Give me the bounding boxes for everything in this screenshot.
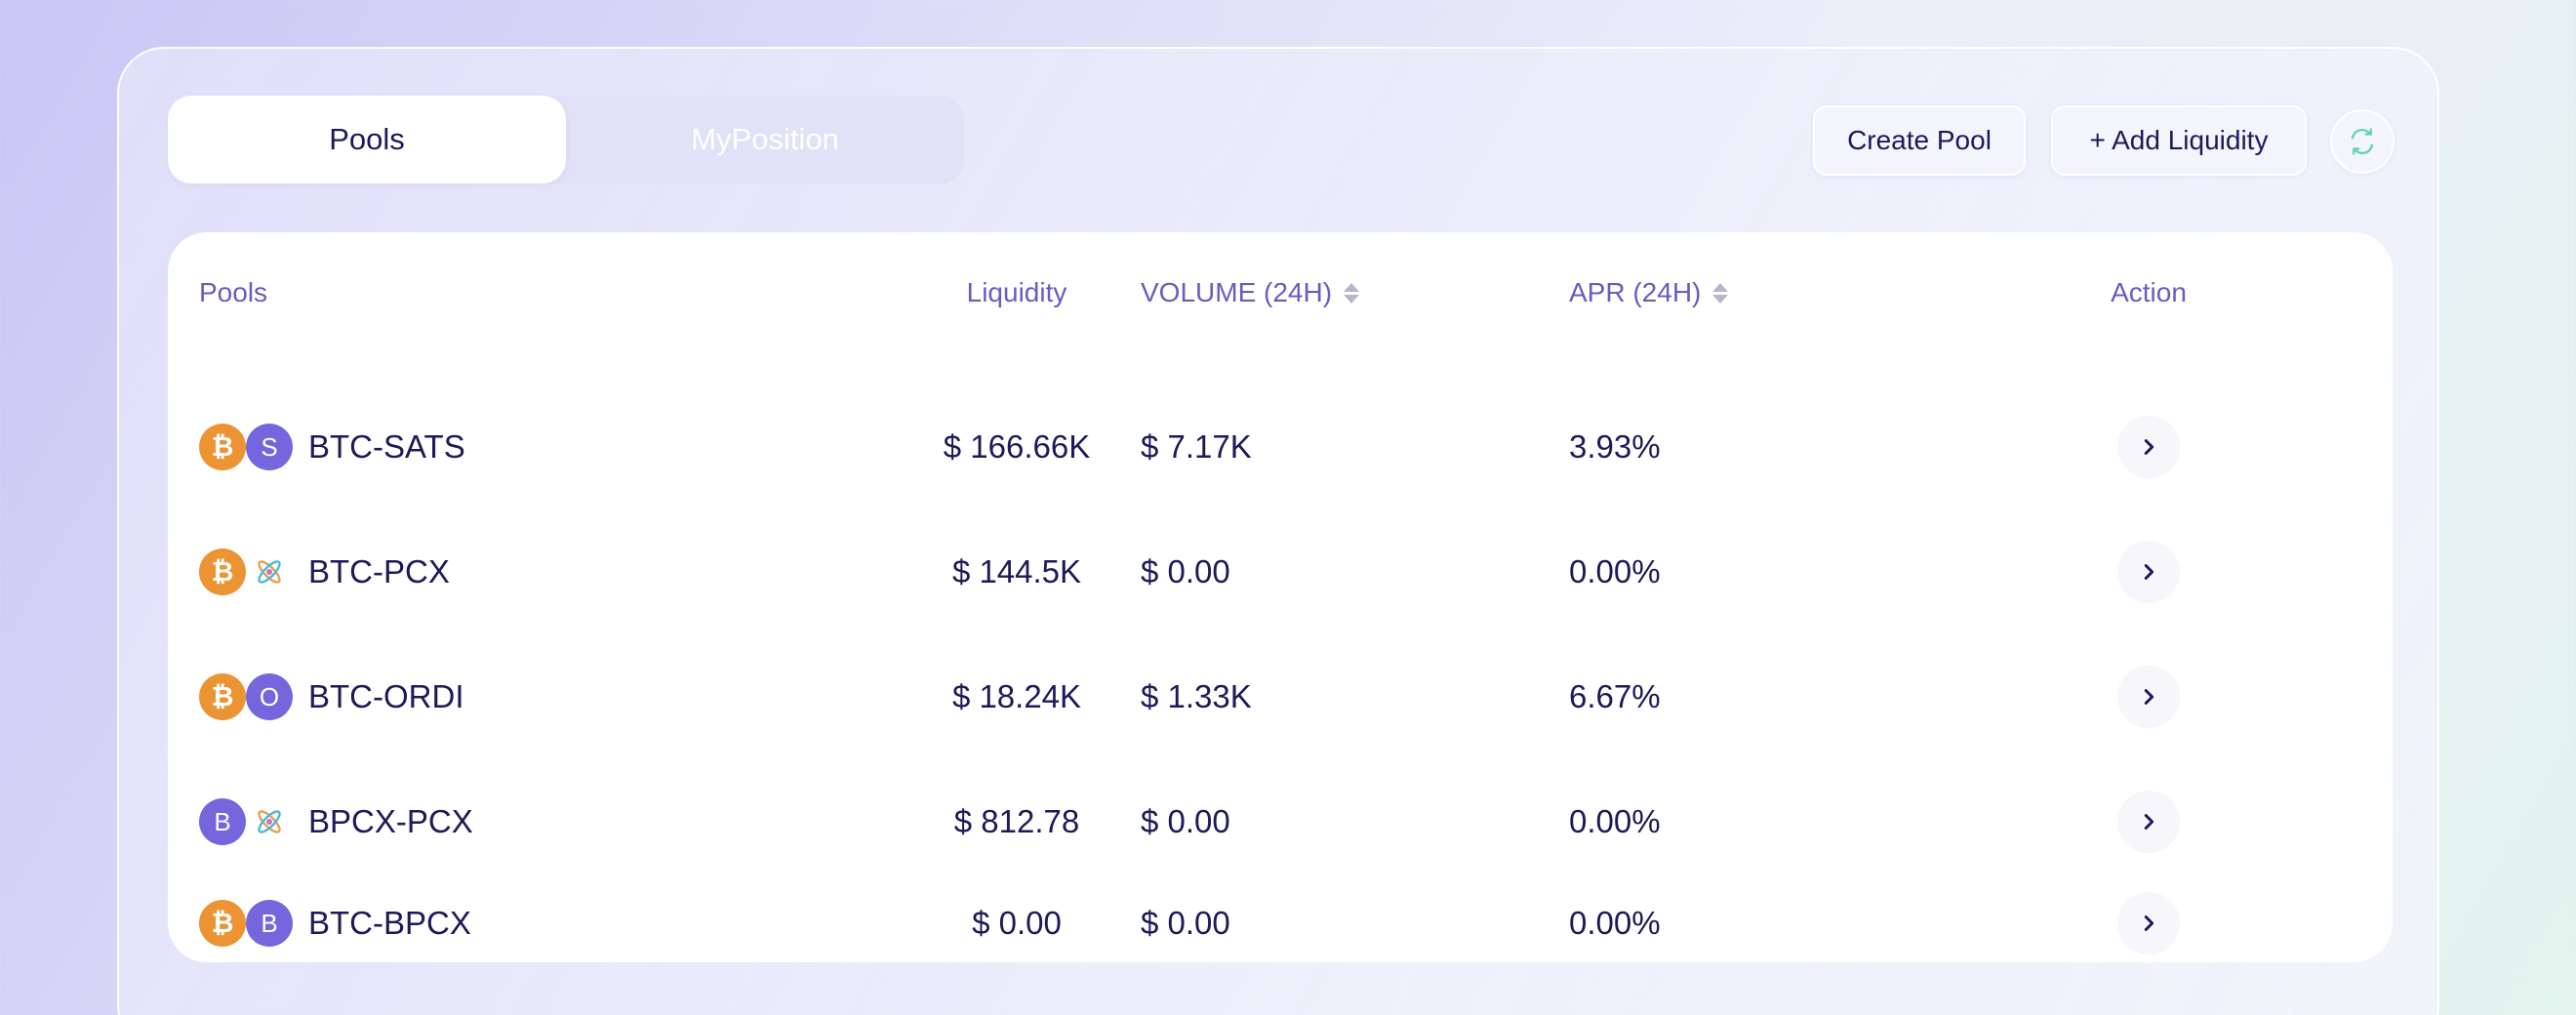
pair-icons: ₿	[199, 548, 293, 595]
add-liquidity-button[interactable]: + Add Liquidity	[2051, 105, 2307, 176]
header-volume-label: VOLUME (24H)	[1141, 277, 1333, 307]
volume-value: $ 0.00	[1141, 905, 1230, 941]
table-row: B BPCX-PCX $ 812.78 $ 0.00 0.00%	[168, 759, 2393, 884]
row-action-button[interactable]	[2117, 666, 2180, 728]
btc-icon: ₿	[199, 424, 246, 470]
sats-icon: S	[246, 424, 293, 470]
btc-icon: ₿	[199, 673, 246, 720]
chevron-right-icon	[2144, 814, 2154, 830]
apr-value: 0.00%	[1569, 803, 1661, 839]
pool-cell: ₿ S BTC-SATS	[199, 385, 465, 509]
header-apr-label: APR (24H)	[1569, 277, 1702, 307]
liquidity-value: $ 0.00	[972, 905, 1062, 941]
liquidity-value: $ 144.5K	[951, 553, 1082, 589]
apr-value: 0.00%	[1569, 553, 1661, 589]
chevron-right-icon	[2144, 689, 2154, 705]
liquidity-value: $ 18.24K	[951, 678, 1082, 714]
apr-value: 6.67%	[1569, 678, 1661, 714]
pool-name: BTC-SATS	[308, 428, 465, 465]
tab-bar: Pools MyPosition	[168, 96, 964, 183]
header-liquidity-label: Liquidity	[966, 277, 1067, 307]
refresh-icon	[2351, 128, 2374, 155]
pair-icons: ₿ B	[199, 900, 293, 947]
btc-icon: ₿	[199, 548, 246, 595]
tab-myposition[interactable]: MyPosition	[691, 122, 839, 156]
pool-cell: ₿ O BTC-ORDI	[199, 634, 464, 759]
refresh-button[interactable]	[2330, 109, 2395, 174]
row-action-button[interactable]	[2117, 541, 2180, 603]
pool-cell: ₿ B BTC-BPCX	[199, 884, 471, 962]
pool-cell: B BPCX-PCX	[199, 759, 473, 884]
header-pools: Pools	[199, 277, 267, 308]
pcx-icon	[246, 798, 293, 845]
tab-pools[interactable]: Pools	[168, 96, 566, 183]
header-apr[interactable]: APR (24H)	[1569, 277, 1729, 308]
volume-value: $ 0.00	[1141, 803, 1230, 839]
table-row: ₿ O BTC-ORDI $ 18.24K $ 1.33K 6.67%	[168, 634, 2393, 759]
pair-icons: ₿ O	[199, 673, 293, 720]
chevron-right-icon	[2144, 564, 2154, 580]
ordi-icon: O	[246, 673, 293, 720]
row-action-button[interactable]	[2117, 416, 2180, 478]
bpcx-icon: B	[199, 798, 246, 845]
chevron-right-icon	[2144, 439, 2154, 455]
volume-value: $ 1.33K	[1141, 678, 1252, 714]
sort-icon[interactable]	[1712, 282, 1729, 304]
bpcx-icon: B	[246, 900, 293, 947]
pool-name: BTC-BPCX	[308, 905, 471, 941]
pool-name: BTC-PCX	[308, 553, 450, 589]
header-action: Action	[1983, 277, 2314, 308]
header-action-label: Action	[2111, 277, 2187, 307]
pool-name: BTC-ORDI	[308, 678, 464, 714]
row-action-button[interactable]	[2117, 791, 2180, 853]
btc-icon: ₿	[199, 900, 246, 947]
liquidity-value: $ 166.66K	[943, 428, 1091, 465]
apr-value: 3.93%	[1569, 428, 1661, 465]
apr-value: 0.00%	[1569, 905, 1661, 941]
pools-panel: Pools MyPosition Create Pool + Add Liqui…	[117, 47, 2439, 1015]
pair-icons: ₿ S	[199, 424, 293, 470]
liquidity-value: $ 812.78	[953, 803, 1080, 839]
pools-table: Pools Liquidity VOLUME (24H) APR (24H) A…	[168, 232, 2393, 962]
pcx-icon	[246, 548, 293, 595]
pool-name: BPCX-PCX	[308, 803, 473, 839]
header-liquidity: Liquidity	[753, 277, 1280, 308]
sort-icon[interactable]	[1344, 282, 1360, 304]
volume-value: $ 7.17K	[1141, 428, 1252, 465]
table-row: ₿ B BTC-BPCX $ 0.00 $ 0.00 0.00%	[168, 884, 2393, 962]
volume-value: $ 0.00	[1141, 553, 1230, 589]
row-action-button[interactable]	[2117, 892, 2180, 954]
table-row: ₿ BTC-PCX $ 144.5K $ 0.00 0.00%	[168, 509, 2393, 634]
header-pools-label: Pools	[199, 277, 268, 307]
pair-icons: B	[199, 798, 293, 845]
create-pool-button[interactable]: Create Pool	[1813, 105, 2026, 176]
chevron-right-icon	[2144, 915, 2154, 931]
pool-cell: ₿ BTC-PCX	[199, 509, 450, 634]
header-volume[interactable]: VOLUME (24H)	[1141, 277, 1360, 308]
table-row: ₿ S BTC-SATS $ 166.66K $ 7.17K 3.93%	[168, 385, 2393, 509]
